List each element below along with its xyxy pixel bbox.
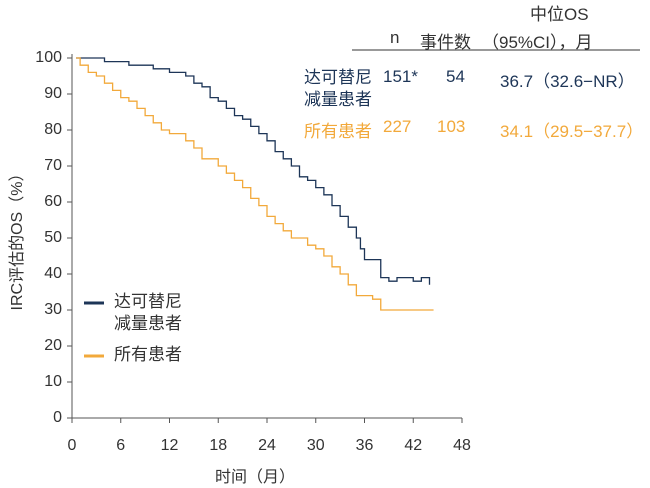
- table-cell: 54: [446, 67, 465, 86]
- x-tick-label: 0: [68, 437, 77, 454]
- survival-curve: [76, 57, 434, 311]
- table-cell: 36.7（32.6−NR）: [500, 72, 635, 91]
- table-cell: 34.1（29.5−37.7）: [500, 122, 644, 141]
- x-tick-label: 36: [356, 437, 374, 454]
- table-header: n: [390, 28, 400, 47]
- table-header: （95%CI），月: [482, 33, 593, 52]
- y-tick-label: 60: [44, 193, 62, 210]
- y-tick-label: 0: [53, 409, 62, 426]
- x-tick-label: 48: [453, 437, 471, 454]
- y-tick-label: 80: [44, 121, 62, 138]
- legend-label: 所有患者: [114, 345, 182, 364]
- x-tick-label: 30: [307, 437, 325, 454]
- x-tick-label: 6: [116, 437, 125, 454]
- y-tick-label: 90: [44, 85, 62, 102]
- table-cell: 227: [383, 117, 412, 136]
- x-tick-label: 12: [161, 437, 179, 454]
- legend-label: 达可替尼减量患者: [114, 292, 182, 333]
- table-cell: 所有患者: [304, 122, 372, 141]
- y-tick-label: 50: [44, 229, 62, 246]
- y-tick-label: 30: [44, 301, 62, 318]
- x-tick-label: 42: [404, 437, 422, 454]
- y-tick-label: 20: [44, 337, 62, 354]
- x-axis-label: 时间（月）: [215, 468, 295, 486]
- table-cell: 151*: [383, 67, 418, 86]
- x-tick-label: 18: [209, 437, 227, 454]
- y-tick-label: 100: [35, 49, 62, 66]
- y-tick-label: 70: [44, 157, 62, 174]
- table-cell: 103: [437, 117, 466, 136]
- survival-curve: [76, 57, 431, 285]
- table-header: 中位OS: [530, 5, 589, 24]
- y-axis-label: IRC评估的OS（%）: [8, 166, 26, 311]
- table-header: 事件数: [420, 33, 471, 52]
- table-cell: 达可替尼减量患者: [304, 68, 372, 109]
- y-tick-label: 40: [44, 265, 62, 282]
- x-tick-label: 24: [258, 437, 276, 454]
- y-tick-label: 10: [44, 373, 62, 390]
